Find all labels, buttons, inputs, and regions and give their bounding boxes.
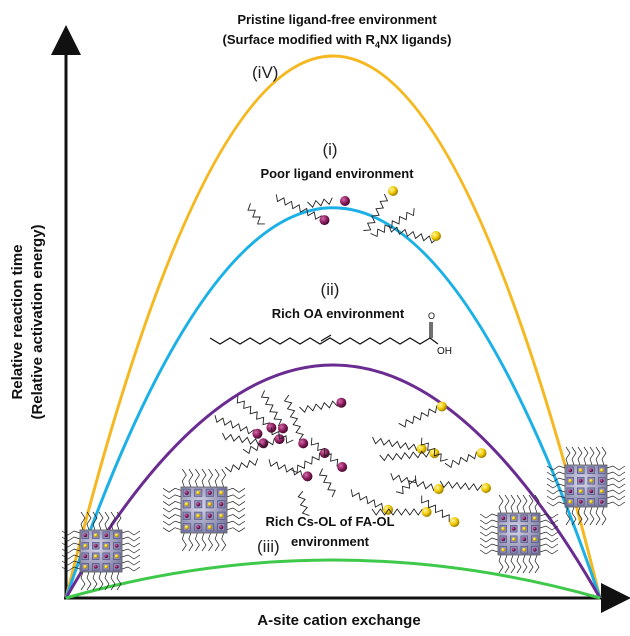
ligand-chain — [444, 451, 477, 469]
x-axis-label: A-site cation exchange — [257, 612, 420, 629]
svg-text:O: O — [428, 311, 435, 321]
curve-ii-title: Rich OA environment — [272, 306, 405, 321]
ligand-chain — [236, 395, 271, 426]
nanocrystal-cube — [61, 511, 141, 591]
curve-iii-roman: (iii) — [257, 537, 280, 556]
yellow-head-group — [431, 231, 441, 241]
ligand-chain — [299, 400, 339, 413]
yellow-head-group — [481, 483, 492, 494]
purple-head-group — [319, 215, 330, 226]
purple-head-group — [278, 423, 288, 434]
purple-head-group — [302, 471, 313, 482]
curve-iv-title-line2: (Surface modified with R4NX ligands) — [223, 32, 452, 50]
yellow-head-group — [388, 186, 398, 196]
curve-iv-title-line1: Pristine ligand-free environment — [237, 12, 437, 27]
ligand-chain — [350, 489, 384, 511]
curve-ii-rich-oa — [64, 363, 602, 599]
yellow-head-group — [416, 443, 427, 454]
yellow-head-group — [421, 507, 432, 517]
curve-iv-roman: (iV) — [252, 63, 278, 82]
curve-iii-title-line2: environment — [291, 534, 370, 549]
nanocrystal-cube — [162, 468, 246, 552]
y-axis-label-line1: Relative reaction time — [9, 244, 26, 399]
ligand-chain — [271, 427, 294, 444]
yellow-head-group — [436, 401, 447, 412]
ligand-chain — [214, 415, 255, 435]
nanocrystal-cube — [546, 446, 626, 526]
y-axis-label-line2: (Relative activation energy) — [29, 224, 46, 419]
curve-iii-title-line1: Rich Cs-OL of FA-OL — [265, 514, 394, 529]
ligand-chain — [260, 390, 283, 427]
ligand-chain — [420, 437, 448, 462]
ligand-chain — [242, 437, 275, 455]
curve-iv-pristine — [64, 54, 602, 599]
curve-ii-roman: (ii) — [321, 280, 340, 299]
ligand-chain — [310, 437, 339, 467]
ligand-chain — [318, 468, 336, 498]
curve-i-roman: (i) — [322, 140, 337, 159]
ligand-chain — [439, 480, 483, 492]
ligand-chain — [371, 508, 423, 516]
yellow-head-group — [449, 517, 460, 528]
ligand-chain — [398, 405, 438, 428]
ligand-chain — [247, 203, 265, 225]
oleic-acid-oh-label: OH — [437, 346, 452, 357]
purple-head-group — [258, 438, 269, 449]
ligand-molecules — [214, 186, 492, 528]
ligand-chain — [421, 495, 450, 523]
ligand-chain — [372, 436, 418, 452]
ligand-chain — [268, 459, 303, 478]
purple-head-group — [340, 196, 350, 206]
nanocrystal-cube — [479, 494, 559, 574]
ligand-chain — [379, 450, 431, 462]
oleic-acid-molecule: O — [209, 311, 439, 345]
nanocrystal-cubes — [61, 446, 626, 591]
purple-head-group — [337, 461, 348, 472]
curve-iii-rich-cs-ol — [65, 558, 601, 600]
ligand-chain — [222, 432, 260, 446]
ligand-chain — [224, 458, 259, 473]
ligand-chain — [388, 224, 438, 244]
ligand-chain — [370, 208, 415, 238]
purple-head-group — [252, 428, 263, 439]
ligand-chain — [395, 475, 417, 495]
purple-head-group — [298, 438, 309, 449]
yellow-head-group — [476, 448, 487, 459]
purple-head-group — [336, 397, 347, 408]
ligand-chain — [297, 490, 310, 517]
ligand-chain — [283, 394, 304, 441]
ligand-chain — [363, 193, 389, 231]
curve-i-title: Poor ligand environment — [260, 166, 414, 181]
yellow-head-group — [433, 484, 444, 495]
ligand-chain — [307, 197, 333, 208]
curve-i-poor-ligand — [64, 206, 602, 599]
ligand-chain — [275, 194, 323, 220]
ligand-chain — [290, 452, 321, 474]
